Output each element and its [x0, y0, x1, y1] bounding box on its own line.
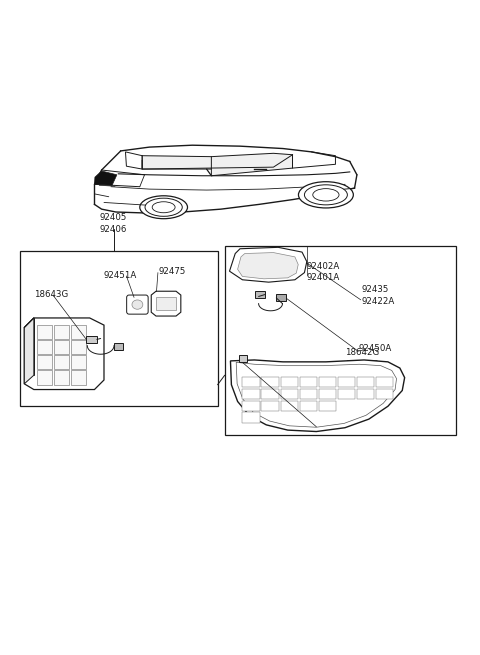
- Bar: [54, 340, 69, 354]
- Bar: [357, 377, 374, 387]
- Bar: [239, 355, 247, 362]
- Polygon shape: [211, 153, 292, 176]
- Polygon shape: [151, 291, 181, 316]
- Bar: [71, 340, 86, 354]
- Bar: [338, 377, 355, 387]
- Ellipse shape: [313, 189, 339, 201]
- Bar: [242, 413, 260, 423]
- Bar: [376, 377, 393, 387]
- Text: 92405
92406: 92405 92406: [100, 214, 127, 234]
- Bar: [319, 388, 336, 399]
- Bar: [262, 377, 279, 387]
- Bar: [262, 388, 279, 399]
- Bar: [37, 340, 52, 354]
- Polygon shape: [238, 253, 298, 279]
- Bar: [357, 388, 374, 399]
- Polygon shape: [229, 248, 307, 282]
- Bar: [281, 388, 298, 399]
- Ellipse shape: [132, 300, 143, 309]
- Polygon shape: [142, 156, 211, 169]
- Polygon shape: [95, 171, 117, 185]
- Polygon shape: [236, 362, 396, 427]
- Bar: [300, 388, 317, 399]
- Ellipse shape: [145, 198, 182, 216]
- Text: 18643G: 18643G: [34, 290, 68, 299]
- Ellipse shape: [140, 196, 188, 219]
- Polygon shape: [230, 360, 405, 432]
- Bar: [54, 325, 69, 339]
- Bar: [37, 325, 52, 339]
- Bar: [338, 388, 355, 399]
- Bar: [37, 371, 52, 384]
- Bar: [319, 400, 336, 411]
- Text: 18642G
18643D: 18642G 18643D: [345, 348, 379, 369]
- Bar: [242, 388, 260, 399]
- Bar: [71, 371, 86, 384]
- Bar: [300, 377, 317, 387]
- Bar: [71, 325, 86, 339]
- Polygon shape: [24, 318, 34, 384]
- Ellipse shape: [299, 181, 353, 208]
- Text: 92435
92422A: 92435 92422A: [362, 286, 395, 306]
- Bar: [376, 388, 393, 399]
- Text: 92451A: 92451A: [104, 271, 137, 280]
- Polygon shape: [156, 297, 176, 310]
- Bar: [225, 246, 456, 435]
- FancyBboxPatch shape: [127, 295, 148, 314]
- Text: 92475: 92475: [159, 267, 186, 276]
- Polygon shape: [125, 152, 142, 169]
- Bar: [242, 377, 260, 387]
- Bar: [86, 335, 97, 343]
- Text: 92402A
92401A: 92402A 92401A: [307, 261, 340, 282]
- Text: 92450A: 92450A: [359, 344, 392, 353]
- Ellipse shape: [152, 202, 175, 213]
- Bar: [319, 377, 336, 387]
- Bar: [37, 355, 52, 369]
- Bar: [281, 400, 298, 411]
- Bar: [54, 371, 69, 384]
- Bar: [242, 400, 260, 411]
- Bar: [114, 343, 122, 350]
- Bar: [300, 400, 317, 411]
- Bar: [262, 400, 279, 411]
- Bar: [71, 355, 86, 369]
- Bar: [54, 355, 69, 369]
- Bar: [20, 251, 217, 406]
- Ellipse shape: [304, 185, 348, 205]
- Bar: [276, 294, 286, 301]
- Bar: [281, 377, 298, 387]
- Bar: [255, 291, 265, 298]
- Polygon shape: [24, 318, 104, 390]
